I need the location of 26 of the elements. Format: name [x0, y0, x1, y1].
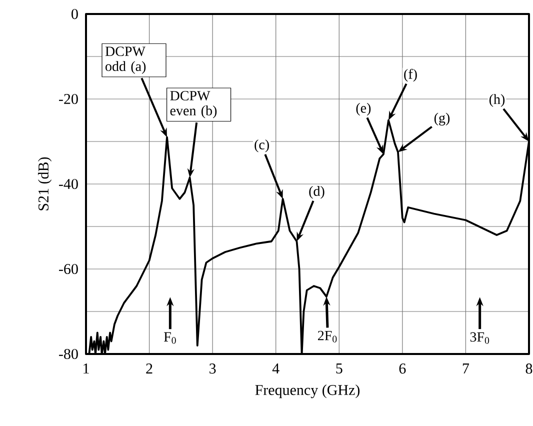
x-axis-title: Frequency (GHz): [255, 384, 360, 398]
x-tick-label: 1: [84, 364, 89, 374]
x-tick-label: 6: [399, 364, 406, 374]
annotation: (g): [434, 112, 450, 126]
annotation: (e): [356, 102, 371, 116]
x-tick-label: 3: [210, 364, 216, 374]
y-tick-label: -60: [59, 264, 78, 274]
y-tick-label: -80: [59, 348, 78, 360]
annotation: (f): [404, 68, 417, 82]
annotation: (c): [254, 140, 269, 152]
annotation: 2F$_{0}$: [318, 330, 337, 342]
x-tick-label: 4: [272, 364, 280, 374]
y-tick-label: 0: [72, 8, 78, 20]
x-tick-label: 8: [526, 364, 532, 374]
annotation: 3F$_{0}$: [470, 332, 490, 344]
x-tick-label: 5: [336, 364, 342, 374]
y-tick-label: -20: [59, 94, 78, 104]
y-tick-label: -40: [59, 178, 78, 190]
y-axis-title: S21 (dB): [38, 157, 52, 210]
x-tick-label: 7: [462, 364, 470, 374]
annotation: F$_{0}$: [164, 332, 176, 344]
x-tick-label: 2: [146, 364, 152, 374]
annotation: (h): [489, 94, 505, 107]
annotation: DCPW odd (a): [105, 46, 146, 74]
annotation: DCPW even (b): [170, 91, 217, 118]
annotation: (d): [309, 186, 324, 199]
